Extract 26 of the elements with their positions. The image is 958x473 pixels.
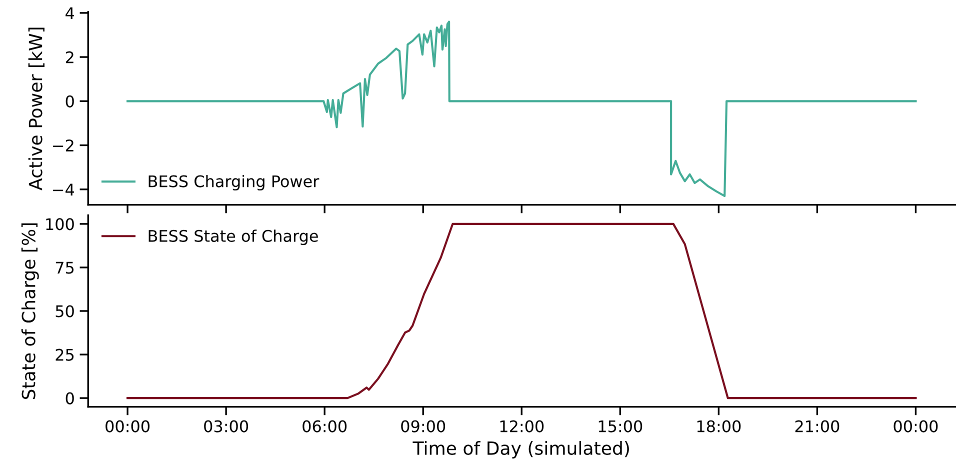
x-tick-label: 00:00 [894,420,938,432]
y-tick-label: 0 [66,392,74,404]
y-tick-label: −2 [53,139,74,152]
x-tick-label: 00:00 [106,420,150,432]
legend-label: BESS State of Charge [148,230,318,246]
y-tick-label: 100 [46,218,74,230]
x-tick-label: 21:00 [795,420,840,432]
x-axis-title: Time of Day (simulated) [412,440,629,458]
y-tick-label: 0 [66,95,74,108]
line-series [126,20,917,198]
x-tick-label: 15:00 [598,420,642,432]
line-series [126,222,917,400]
y-axis-title: State of Charge [%] [21,223,39,400]
y-axis-title: Active Power [kW] [28,28,44,190]
legend-label: BESS Charging Power [148,174,320,190]
x-tick-label: 09:00 [401,420,446,432]
x-tick-label: 03:00 [204,420,248,432]
y-tick-label: 75 [56,262,74,274]
y-tick-label: 4 [66,7,74,19]
y-tick-label: 50 [56,305,74,318]
x-tick-label: 06:00 [302,420,347,432]
y-tick-label: −4 [53,184,74,196]
x-tick-label: 12:00 [500,420,544,432]
y-tick-label: 2 [66,51,74,64]
y-tick-label: 25 [56,348,74,361]
x-tick-label: 18:00 [697,420,741,432]
